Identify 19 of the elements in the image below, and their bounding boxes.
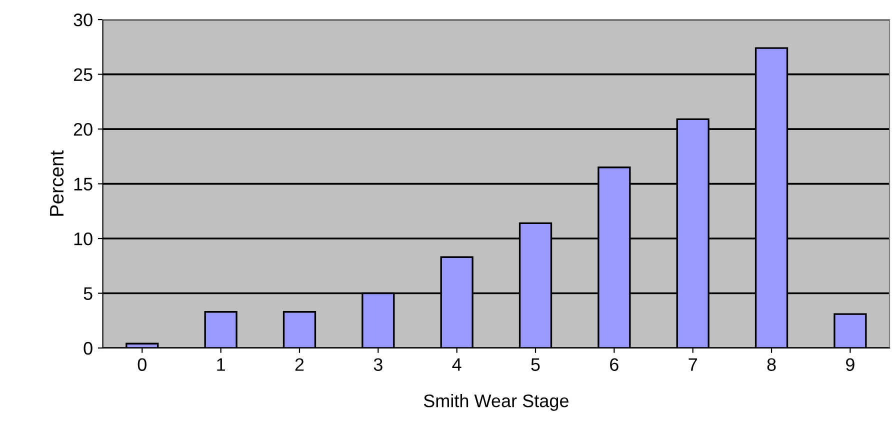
y-axis-title: Percent (50, 150, 64, 216)
x-tick-label: 8 (767, 358, 776, 371)
y-tick-label: 30 (74, 14, 92, 26)
y-tick-label: 0 (84, 342, 92, 355)
x-tick-label: 1 (217, 358, 225, 371)
y-tick-label: 25 (74, 68, 92, 82)
x-tick-label: 6 (610, 358, 618, 371)
x-tick-label: 0 (138, 358, 146, 371)
y-tick-label: 10 (74, 232, 92, 246)
x-tick-label: 3 (374, 358, 382, 371)
x-axis-title: Smith Wear Stage (424, 394, 568, 411)
x-tick-label: 4 (452, 358, 462, 371)
y-tick-label: 15 (74, 178, 92, 191)
y-tick-label: 20 (74, 122, 92, 136)
x-tick-label: 2 (295, 358, 304, 371)
x-tick-label: 7 (688, 358, 697, 371)
x-tick-label: 9 (846, 358, 854, 371)
x-tick-label: 5 (531, 358, 540, 371)
y-tick-label: 5 (84, 287, 92, 300)
